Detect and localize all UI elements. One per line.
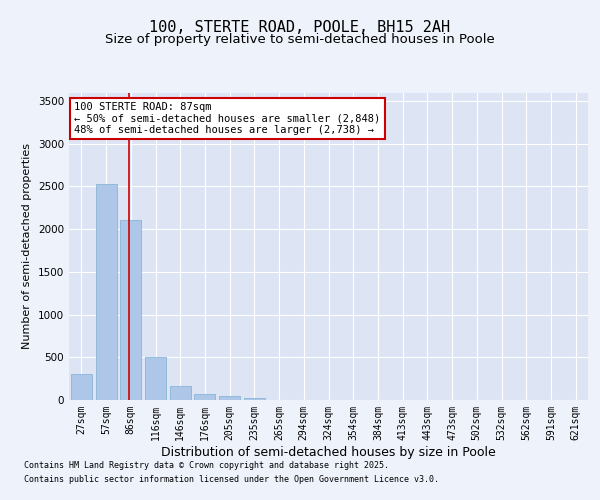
X-axis label: Distribution of semi-detached houses by size in Poole: Distribution of semi-detached houses by … [161,446,496,458]
Text: Size of property relative to semi-detached houses in Poole: Size of property relative to semi-detach… [105,32,495,46]
Text: 100, STERTE ROAD, POOLE, BH15 2AH: 100, STERTE ROAD, POOLE, BH15 2AH [149,20,451,35]
Text: Contains HM Land Registry data © Crown copyright and database right 2025.: Contains HM Land Registry data © Crown c… [24,461,389,470]
Bar [71,374,92,400]
Text: 100 STERTE ROAD: 87sqm
← 50% of semi-detached houses are smaller (2,848)
48% of : 100 STERTE ROAD: 87sqm ← 50% of semi-det… [74,102,380,135]
Y-axis label: Number of semi-detached properties: Number of semi-detached properties [22,143,32,349]
Bar [244,398,265,400]
Bar [194,394,215,400]
Bar [120,220,141,400]
Bar [95,184,116,400]
Bar [170,386,191,400]
Text: Contains public sector information licensed under the Open Government Licence v3: Contains public sector information licen… [24,474,439,484]
Bar [219,396,240,400]
Bar [145,357,166,400]
